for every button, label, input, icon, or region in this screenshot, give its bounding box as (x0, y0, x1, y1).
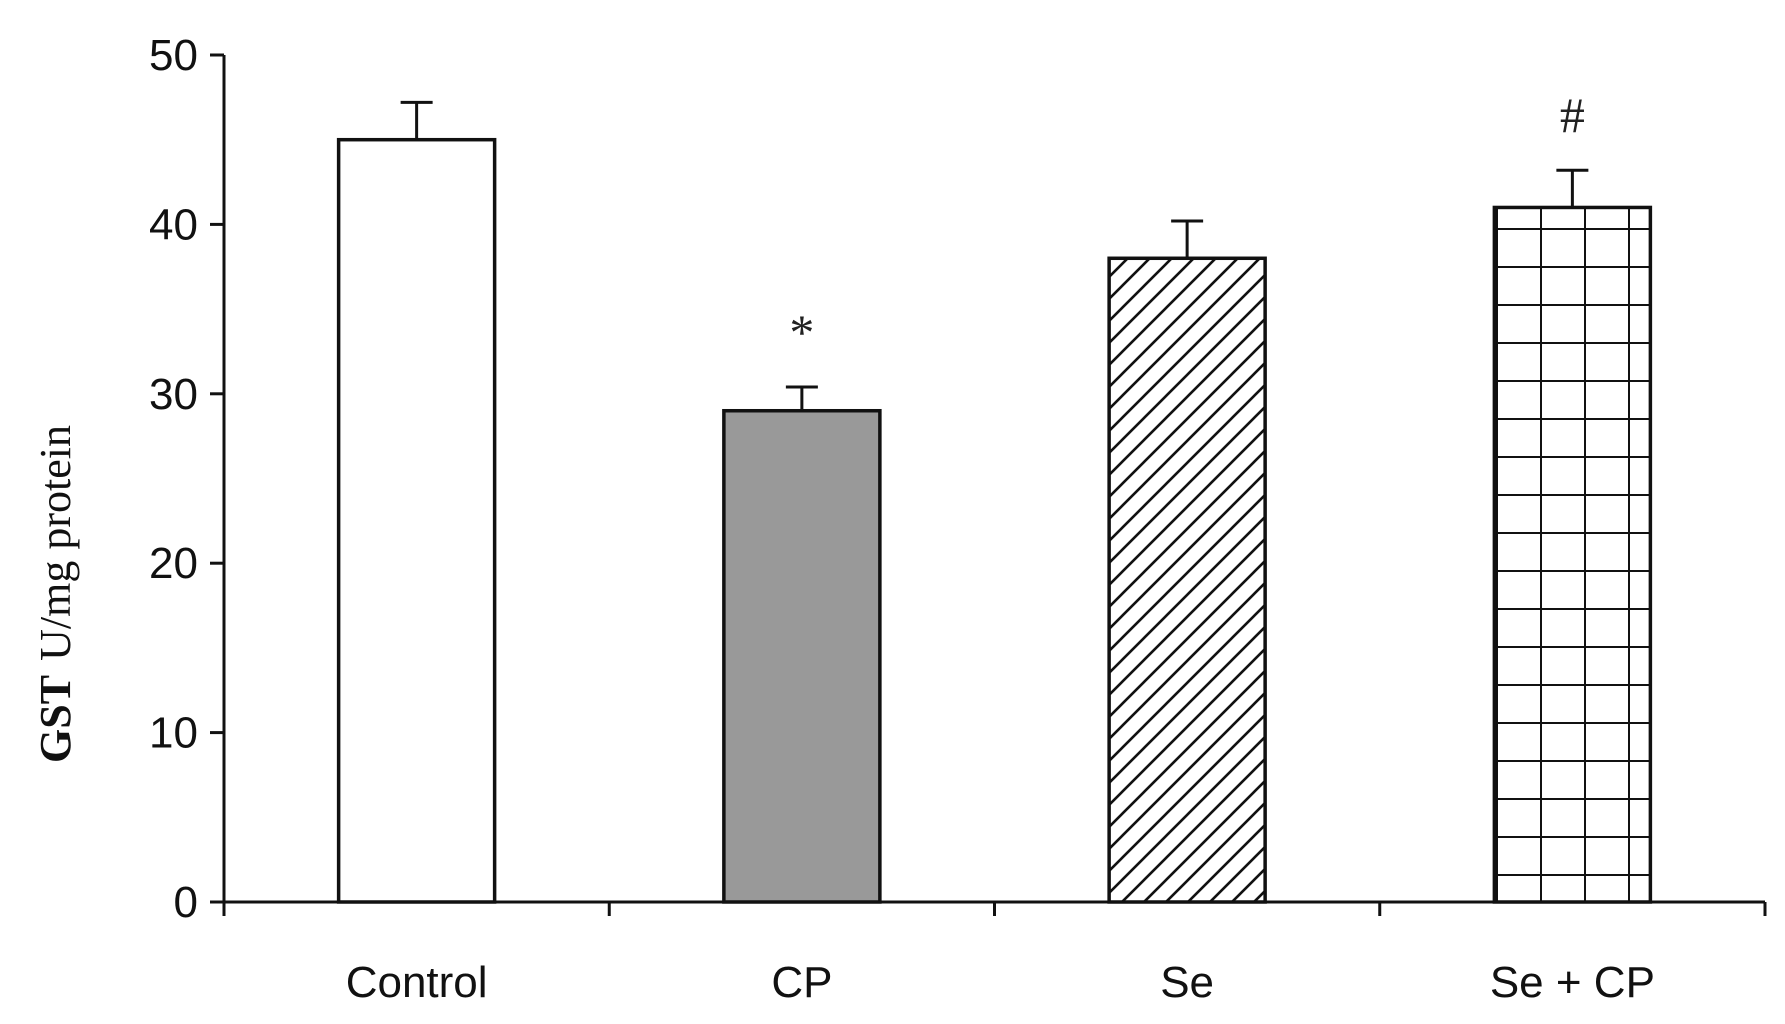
bar-group (336, 100, 497, 904)
y-tick-label: 40 (149, 200, 198, 249)
bar-group: * (722, 304, 882, 904)
x-tick-label: Se (1160, 958, 1214, 1007)
y-tick-label: 20 (149, 539, 198, 588)
bars-group: *# (336, 87, 1653, 904)
x-tick-label: Se + CP (1490, 958, 1655, 1007)
significance-marker: # (1560, 87, 1585, 143)
bar (336, 137, 497, 904)
y-axis-label-bold: GST (31, 675, 80, 763)
bar (1107, 256, 1267, 904)
y-axis-label-unit: U/mg protein (31, 425, 80, 661)
bar-group (1107, 219, 1267, 904)
bar-group: # (1492, 87, 1653, 904)
y-axis-label: GST U/mg protein (31, 425, 80, 763)
significance-marker: * (789, 304, 814, 360)
x-tick-label: CP (771, 958, 832, 1007)
y-axis: 0 10 20 30 40 50 (149, 31, 226, 927)
bar (1492, 205, 1653, 904)
y-tick-label: 50 (149, 31, 198, 80)
bar (722, 408, 882, 904)
y-tick-label: 0 (174, 878, 198, 927)
y-tick-label: 30 (149, 370, 198, 419)
x-axis: Control CP Se Se + CP (222, 900, 1767, 1007)
y-tick-label: 10 (149, 709, 198, 758)
x-tick-label: Control (346, 958, 488, 1007)
